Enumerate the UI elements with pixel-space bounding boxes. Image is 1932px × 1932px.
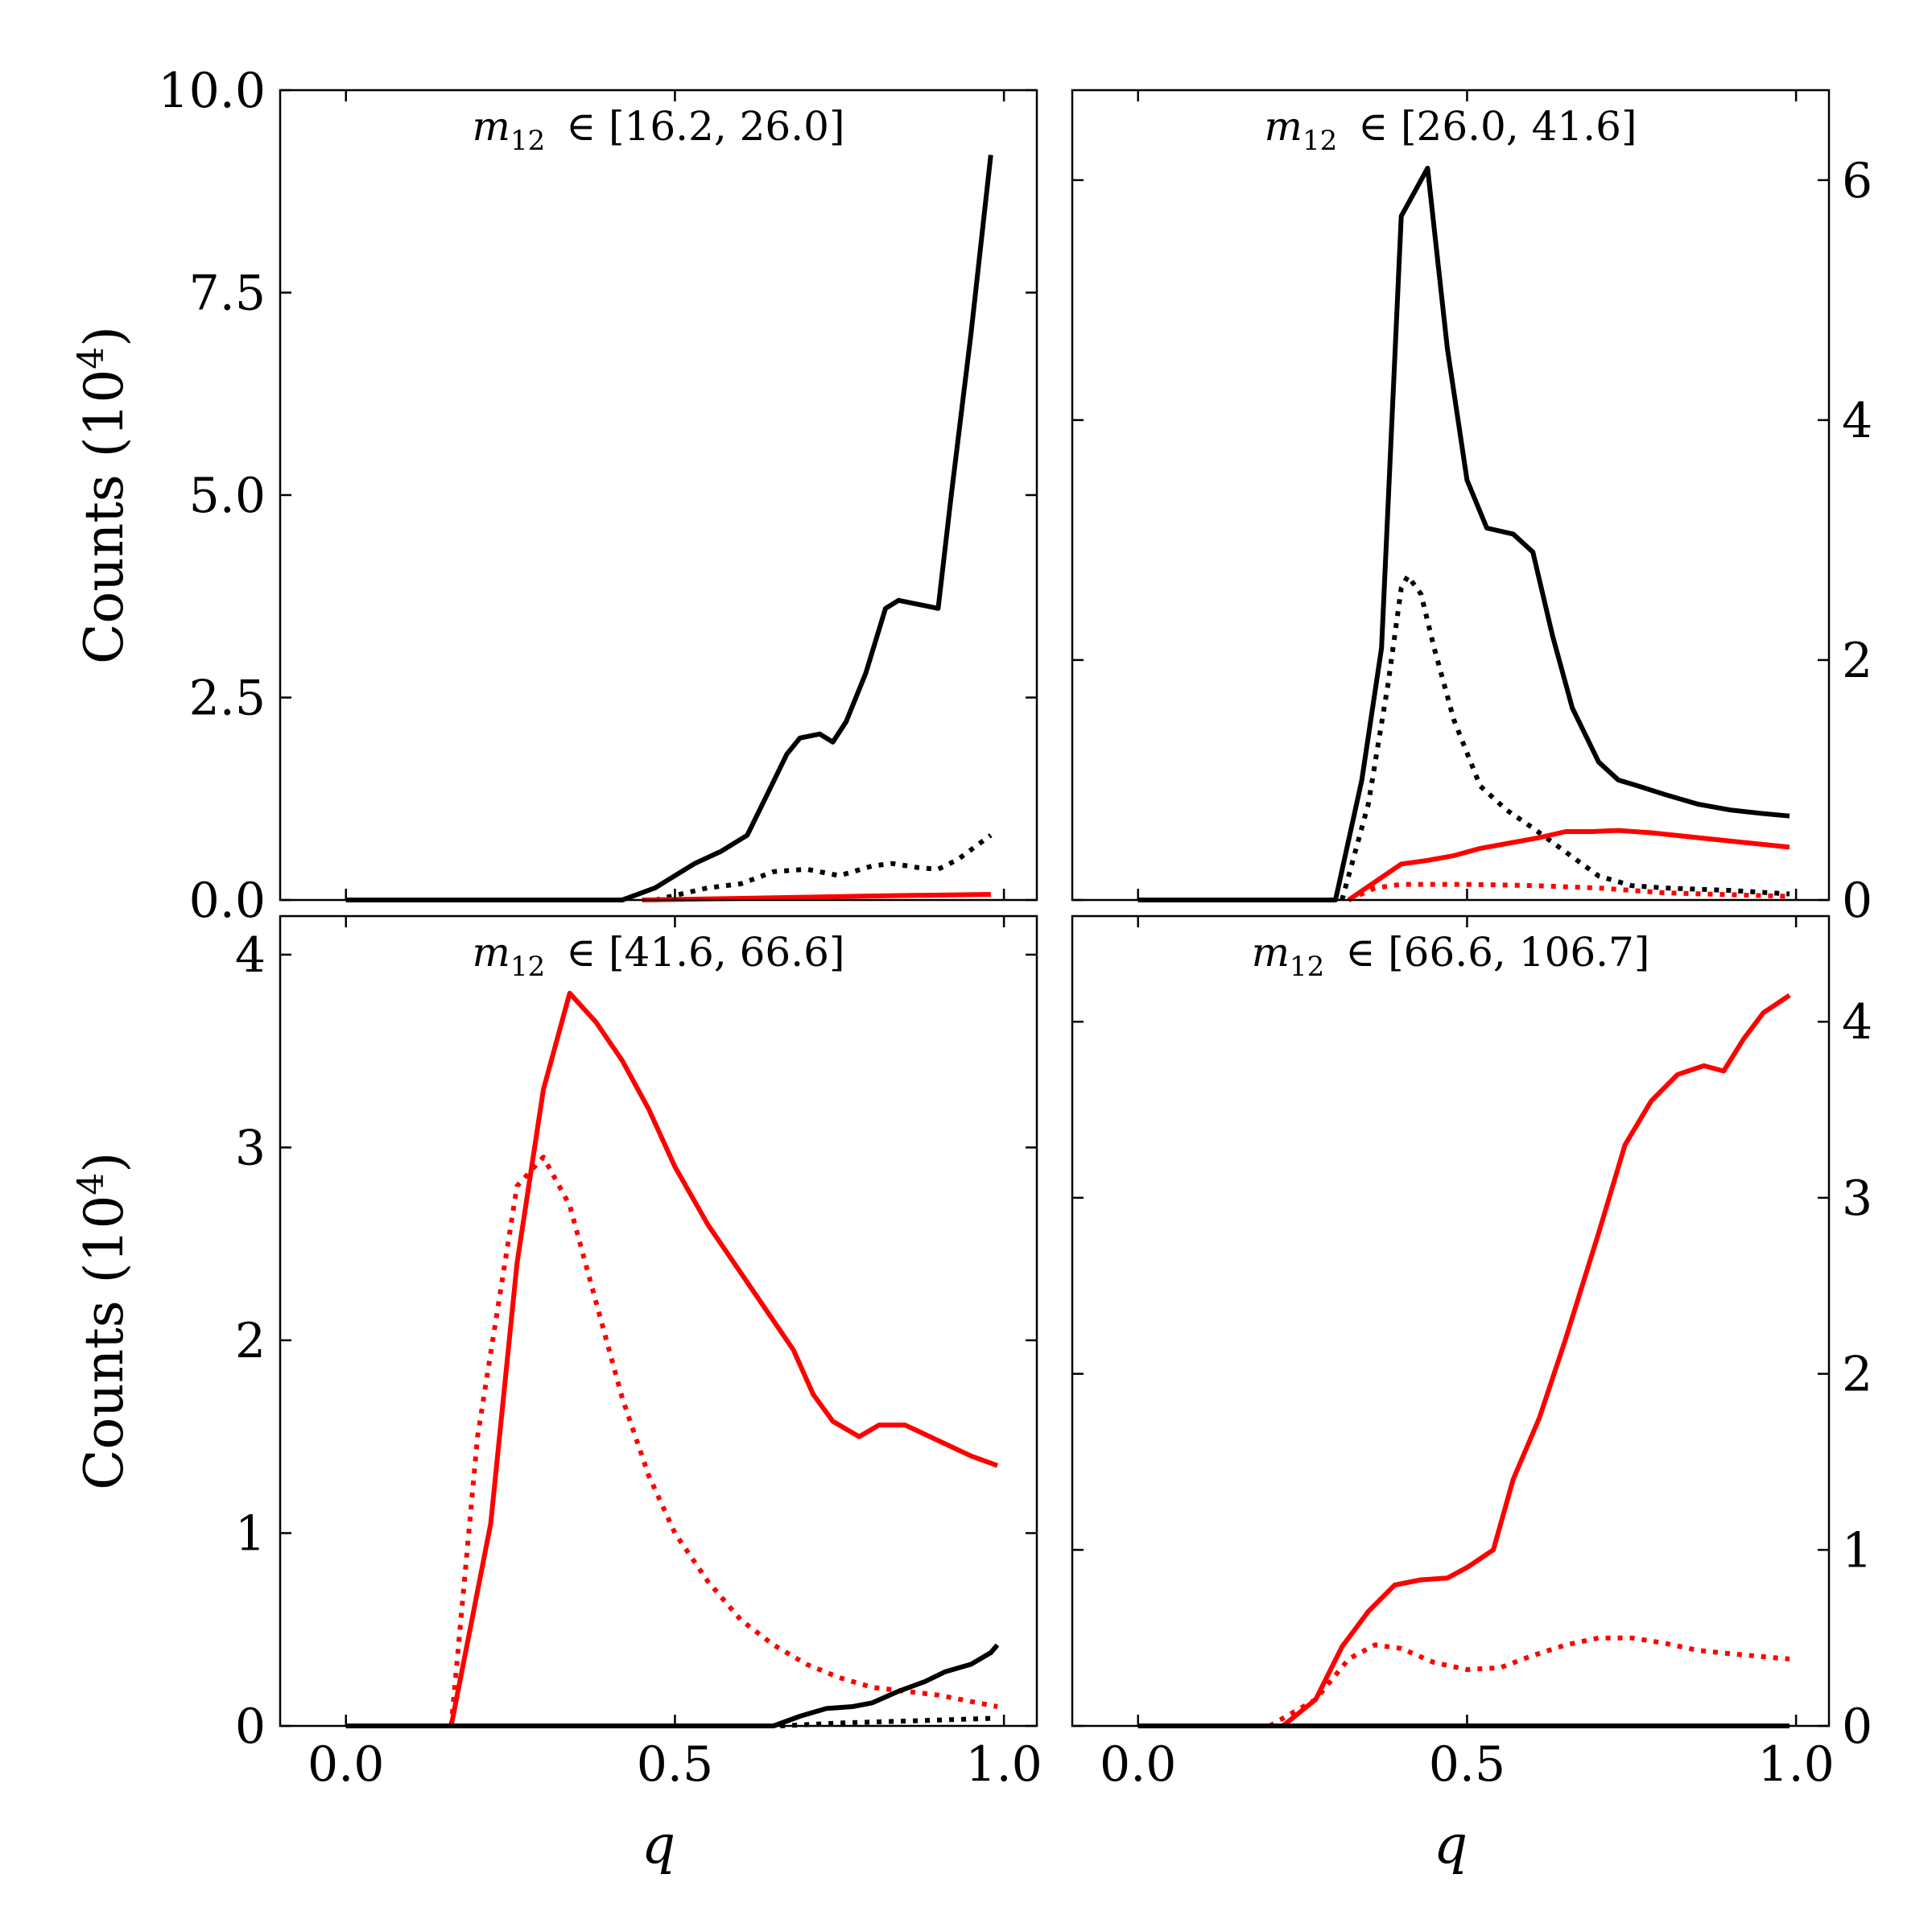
axes-frame xyxy=(279,914,1038,1728)
y-tick-label: 1 xyxy=(235,1505,266,1562)
y-tick-label: 4 xyxy=(1842,994,1872,1051)
series-line-black-dotted xyxy=(1340,573,1790,901)
y-tick-label: 4 xyxy=(1842,393,1872,449)
panel-bottom-right: 0.0 0.5 1.00 1 2 3 4 m12 ∈ [66.6, 106.7] q xyxy=(1071,914,1872,1876)
series-group xyxy=(345,155,993,902)
y-axis-label: Counts (104) xyxy=(71,326,135,664)
y-tick-label: 1 xyxy=(1842,1522,1872,1579)
panel-top-left: 0.0 2.5 5.0 7.5 10.0 m12 ∈ [16.2, 26.0] Counts… xyxy=(71,63,1038,929)
y-tick-label: 2 xyxy=(1842,1347,1872,1403)
axes-frame xyxy=(279,89,1038,902)
y-tick-label: 0.0 xyxy=(189,873,266,929)
series-line-red-solid xyxy=(1347,828,1790,902)
series-group xyxy=(1137,165,1790,902)
x-tick-label: 1.0 xyxy=(965,1736,1042,1793)
y-tick-label: 10.0 xyxy=(158,63,266,119)
x-axis-label: q xyxy=(642,1814,675,1876)
y-tick-label: 4 xyxy=(235,927,266,984)
series-line-black-solid xyxy=(345,155,993,902)
series-group xyxy=(1137,993,1791,1728)
y-tick-label: 0 xyxy=(1842,873,1872,929)
panel-bottom-left: 0.0 0.5 1.0 0 1 2 3 4 m12 ∈ [41.6, 66.6] Counts (… xyxy=(71,914,1042,1876)
panel-title: m12 ∈ [16.2, 26.0] xyxy=(473,103,845,157)
x-tick-label: 1.0 xyxy=(1757,1736,1834,1793)
x-tick-label: 0.0 xyxy=(308,1736,384,1793)
y-tick-label: 2 xyxy=(235,1313,266,1369)
panel-title: m12 ∈ [66.6, 106.7] xyxy=(1252,929,1650,983)
y-axis-label: Counts (104) xyxy=(71,1152,135,1490)
series-line-red-dotted xyxy=(1268,1635,1790,1728)
series-line-red-dotted xyxy=(1348,881,1790,902)
y-tick-label: 3 xyxy=(1842,1170,1872,1227)
x-tick-label: 0.5 xyxy=(1429,1736,1505,1793)
y-tick-label: 2 xyxy=(1842,633,1872,689)
y-tick-label: 0 xyxy=(235,1699,266,1755)
panel-title: m12 ∈ [26.0, 41.6] xyxy=(1265,103,1637,157)
series-line-red-dotted xyxy=(448,1154,998,1727)
series-line-black-solid xyxy=(1137,165,1790,902)
series-line-black-solid xyxy=(345,1643,1000,1728)
y-tick-label: 7.5 xyxy=(189,266,266,322)
panel-title: m12 ∈ [41.6, 66.6] xyxy=(473,929,845,983)
axes-frame xyxy=(1071,914,1831,1728)
series-line-red-solid xyxy=(1137,993,1791,1728)
y-tick-label: 5.0 xyxy=(189,468,266,524)
series-line-black-dotted xyxy=(654,833,993,902)
y-tick-label: 6 xyxy=(1842,153,1872,209)
x-axis-label: q xyxy=(1434,1814,1468,1876)
y-tick-label: 3 xyxy=(235,1120,266,1176)
panel-top-right: 0 2 4 6 m12 ∈ [26.0, 41.6] xyxy=(1071,89,1872,929)
x-tick-label: 0.5 xyxy=(637,1736,713,1793)
y-tick-label: 0 xyxy=(1842,1699,1872,1755)
axes-frame xyxy=(1071,89,1831,902)
y-tick-label: 2.5 xyxy=(189,671,266,727)
x-tick-label: 0.0 xyxy=(1100,1736,1176,1793)
series-line-red-solid xyxy=(345,990,999,1728)
series-line-black-dotted xyxy=(780,1715,998,1728)
series-group xyxy=(345,990,1000,1728)
